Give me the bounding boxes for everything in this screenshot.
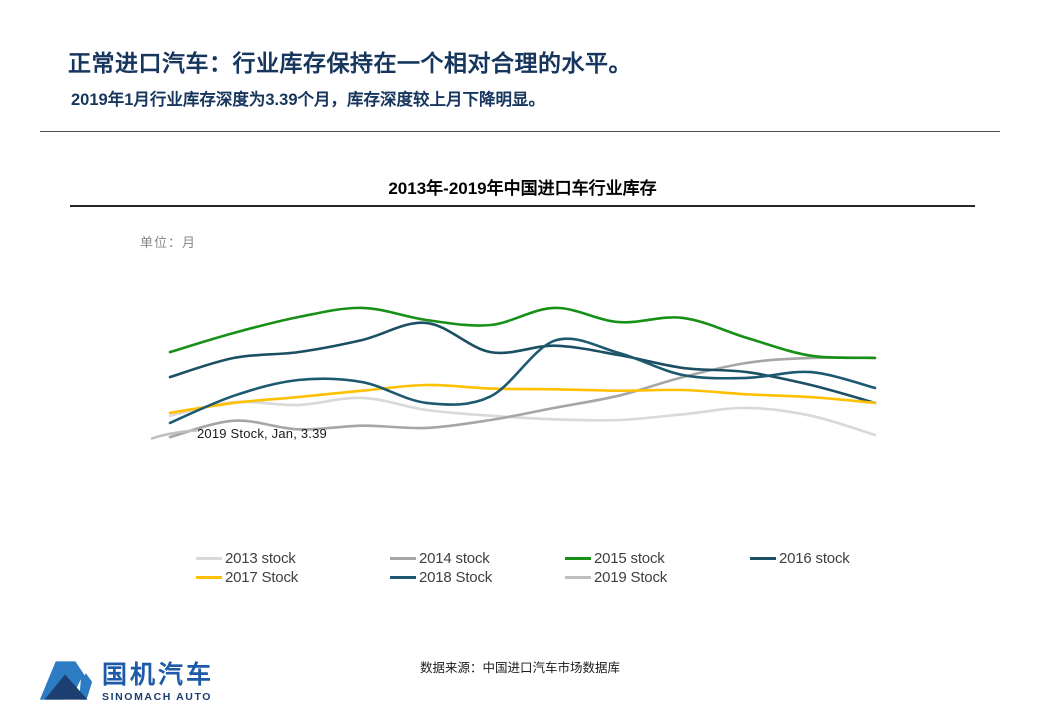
series-line-2019-stock [150,429,198,440]
legend-item-2019-stock: 2019 Stock [565,568,750,587]
legend-label: 2017 Stock [225,569,299,586]
legend-swatch-icon [196,557,222,560]
series-line-2016-stock [168,321,877,405]
header-divider [40,131,1000,132]
page-subtitle: 2019年1月行业库存深度为3.39个月，库存深度较上月下降明显。 [71,91,545,109]
legend-swatch-icon [565,557,591,560]
series-line-2014-stock [168,356,877,439]
stock-chart-svg [150,306,877,440]
chart-title: 2013年-2019年中国进口车行业库存 [388,179,657,198]
stock-line-chart: 2019 Stock, Jan, 3.39 [150,280,890,470]
legend-swatch-icon [390,576,416,579]
legend-label: 2016 stock [779,550,850,567]
legend-label: 2018 Stock [419,569,493,586]
legend-item-2018-stock: 2018 Stock [390,568,565,587]
legend-item-2013-stock: 2013 stock [196,549,390,568]
legend-label: 2013 stock [225,550,296,567]
unit-label: 单位：月 [140,235,197,250]
legend-label: 2015 stock [594,550,665,567]
series-line-2018-stock [168,337,877,425]
legend-swatch-icon [390,557,416,560]
logo-text-en: SINOMACH AUTO [102,691,213,703]
chart-title-underline [70,205,975,207]
page-title: 正常进口汽车：行业库存保持在一个相对合理的水平。 [68,50,632,76]
data-source-note: 数据来源：中国进口汽车市场数据库 [419,661,620,675]
logo-text-cn: 国机汽车 [102,661,215,689]
legend-swatch-icon [196,576,222,579]
series-line-2017-stock [168,383,877,415]
legend-label: 2014 stock [419,550,490,567]
data-label-2019-jan: 2019 Stock, Jan, 3.39 [197,426,327,441]
legend-swatch-icon [565,576,591,579]
chart-legend: 2013 stock 2014 stock 2015 stock 2016 stock… [196,549,920,587]
legend-swatch-icon [750,557,776,560]
sinomach-logo-icon [39,661,93,700]
legend-item-2015-stock: 2015 stock [565,549,750,568]
legend-item-2017-stock: 2017 Stock [196,568,390,587]
legend-label: 2019 Stock [594,569,668,586]
legend-item-2016-stock: 2016 stock [750,549,920,568]
series-line-2013-stock [168,396,877,437]
series-line-2015-stock [168,306,877,360]
legend-item-2014-stock: 2014 stock [390,549,565,568]
sinomach-logo: 国机汽车 SINOMACH AUTO [38,656,214,706]
